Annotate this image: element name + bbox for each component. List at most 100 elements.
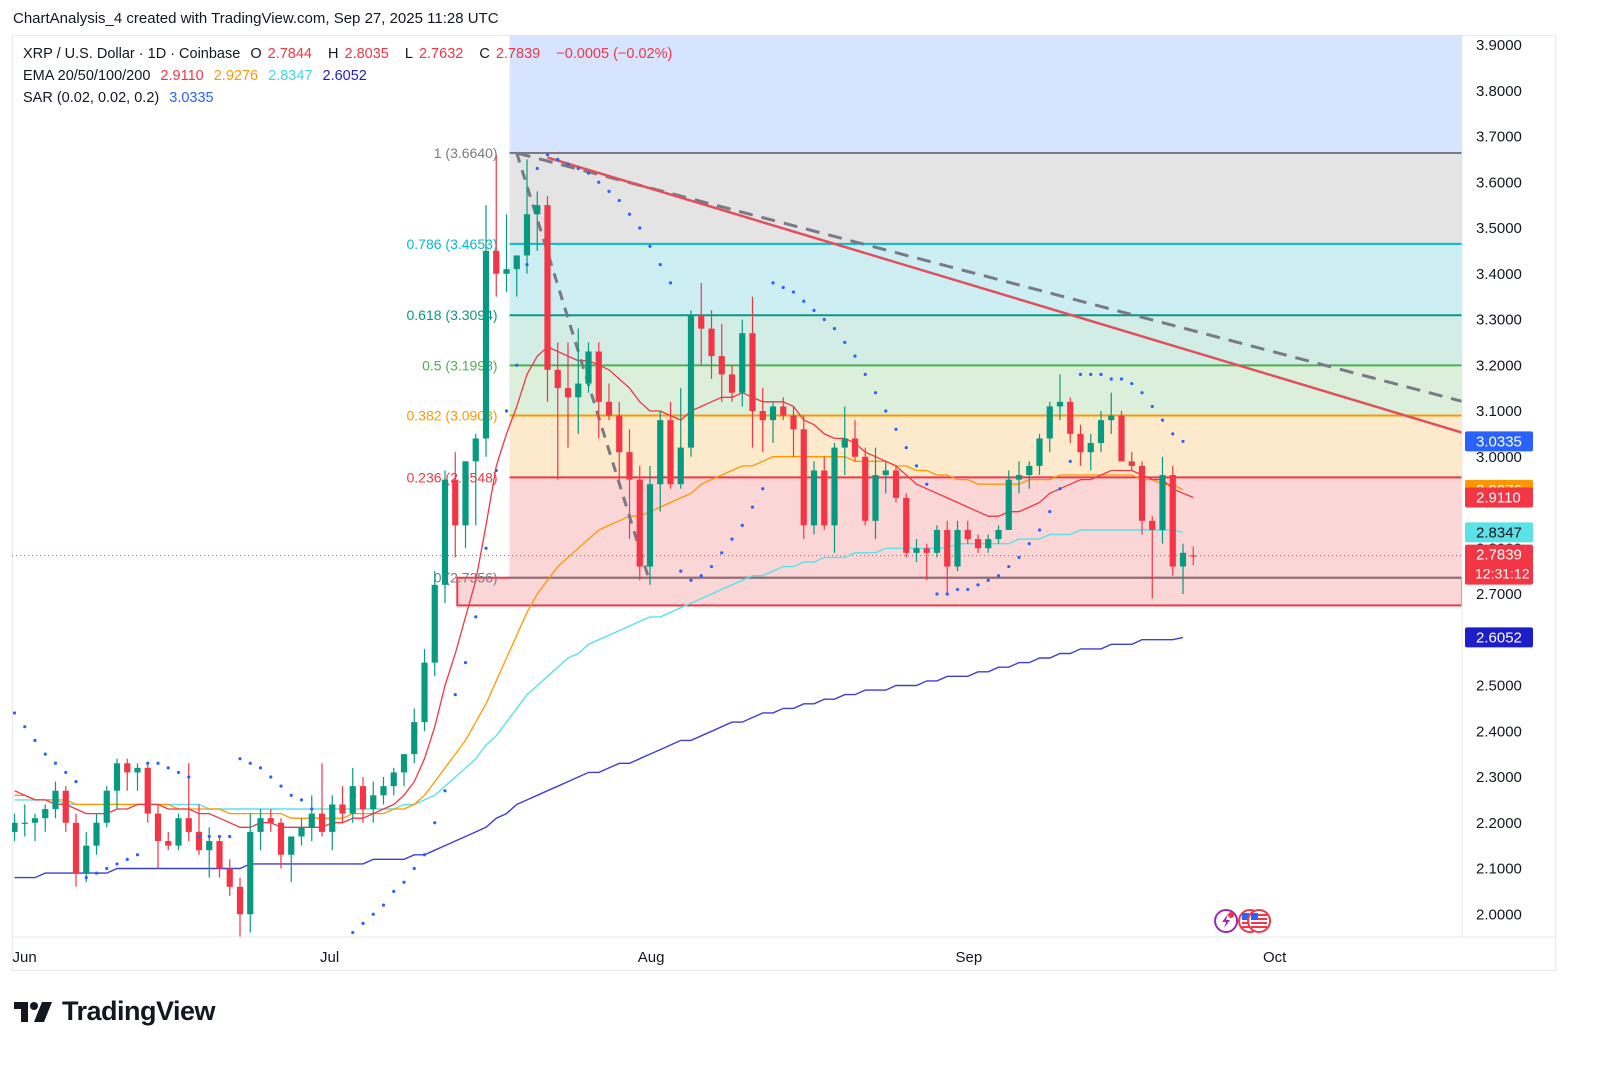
- candle-body: [400, 754, 408, 773]
- sar-dot: [474, 615, 478, 619]
- sar-dot: [556, 157, 560, 161]
- fib-retrace-line: [515, 152, 652, 584]
- sar-dot: [1007, 564, 1011, 569]
- sar-dot: [1119, 377, 1124, 381]
- sar-dot: [187, 775, 191, 779]
- candle-body: [380, 786, 387, 796]
- support-zone-box: [456, 576, 1462, 607]
- candle-body: [1036, 438, 1043, 466]
- candle-body: [1026, 465, 1033, 476]
- sar-dot: [1027, 542, 1031, 546]
- sar-dot: [351, 930, 355, 935]
- sar-dot: [12, 711, 17, 715]
- price-axis-tick: 3.7000: [1476, 129, 1522, 146]
- sar-dot: [299, 798, 304, 802]
- price-axis-tick: 3.4000: [1476, 266, 1522, 283]
- ema-legend[interactable]: EMA 20/50/100/200 2.9110 2.9276 2.8347 2…: [23, 68, 373, 84]
- candle-body: [780, 406, 787, 416]
- sar-dot: [23, 725, 27, 729]
- candle-body: [503, 269, 510, 274]
- sar-dot: [566, 162, 570, 166]
- sar-dot: [1181, 439, 1185, 444]
- ema-label: EMA 20/50/100/200: [23, 68, 151, 84]
- candle-body: [749, 333, 756, 411]
- candle-body: [216, 841, 223, 869]
- price-axis-tick: 3.3000: [1476, 312, 1522, 329]
- candle-body: [831, 447, 838, 526]
- candle-body: [913, 548, 920, 553]
- sar-dot: [996, 574, 1001, 578]
- candle-body: [698, 314, 705, 329]
- sar-dot: [1099, 372, 1103, 376]
- time-axis: Jun Jul Aug Sep Oct: [12, 936, 1556, 966]
- candle-body: [944, 529, 951, 567]
- candle-body: [421, 662, 428, 723]
- ema20-value: 2.9110: [160, 68, 204, 84]
- flag-canton: [1251, 913, 1259, 920]
- candle-body: [113, 763, 121, 791]
- price-tag-value: 2.8347: [1476, 524, 1522, 541]
- tradingview-logo[interactable]: TradingView: [14, 996, 216, 1027]
- sar-dot: [217, 834, 222, 839]
- candle-body: [318, 813, 326, 832]
- symbol-label[interactable]: XRP / U.S. Dollar · 1D · Coinbase: [23, 46, 241, 62]
- sar-dot: [463, 661, 468, 665]
- sar-dot: [576, 166, 580, 171]
- price-tag: 2.7839 12:31:12: [1465, 544, 1533, 585]
- sar-dot: [361, 921, 365, 926]
- sar-dot: [986, 578, 990, 582]
- candle-body: [93, 822, 100, 846]
- sar-dot: [279, 784, 283, 788]
- sar-dot: [791, 290, 796, 294]
- candle-body: [851, 438, 859, 457]
- sar-dot: [84, 876, 88, 880]
- sar-dot: [884, 409, 888, 413]
- candle-body: [769, 406, 777, 421]
- sar-dot: [484, 546, 488, 550]
- candle-body: [995, 529, 1002, 540]
- sar-dot: [586, 171, 591, 175]
- sar-dot: [515, 363, 519, 367]
- sar-dot: [894, 427, 898, 431]
- candle-body: [493, 250, 500, 274]
- sar-dot: [105, 866, 109, 871]
- candle-body: [52, 790, 59, 810]
- sar-dot: [74, 779, 78, 784]
- candle-body: [452, 479, 459, 526]
- candle-body: [329, 804, 336, 832]
- sar-dot: [761, 487, 765, 491]
- candle-body: [411, 722, 418, 755]
- price-axis-tick: 3.0000: [1476, 449, 1522, 466]
- sar-dot: [258, 766, 263, 770]
- candle-body: [1179, 552, 1187, 567]
- sar-dot: [689, 578, 693, 582]
- candle-body: [687, 314, 695, 448]
- price-tag-value: 2.9110: [1476, 489, 1521, 506]
- sar-dot: [310, 807, 314, 811]
- candle-body: [718, 356, 725, 375]
- sar-dot: [853, 354, 857, 358]
- candle-body: [124, 763, 131, 773]
- sar-dot: [955, 587, 960, 592]
- candle-body: [154, 813, 162, 842]
- fib-level-label: 0.5 (3.1998): [422, 357, 498, 373]
- lightning-glyph-icon: [1222, 914, 1231, 928]
- sar-dot: [176, 770, 181, 775]
- tradingview-wordmark: TradingView: [62, 996, 216, 1026]
- candle-body: [1118, 415, 1125, 462]
- plot-area: 1 (3.6640) 0.786 (3.4653) 0.618 (3.3094) 0.…: [12, 35, 1462, 937]
- price-tag-bg: [1465, 487, 1533, 508]
- sar-dot: [914, 464, 919, 468]
- candle-body: [1046, 406, 1053, 439]
- sar-dot: [248, 761, 252, 765]
- candle-body: [42, 809, 49, 819]
- sar-dot: [1140, 391, 1144, 395]
- sar-legend[interactable]: SAR (0.02, 0.02, 0.2) 3.0335: [23, 90, 220, 106]
- sar-dot: [1150, 404, 1154, 409]
- candle-body: [933, 529, 941, 553]
- flag-stripe: [1251, 926, 1268, 928]
- sar-dot: [863, 372, 867, 376]
- sar-dot: [135, 853, 140, 857]
- ema100-value: 2.8347: [268, 68, 313, 84]
